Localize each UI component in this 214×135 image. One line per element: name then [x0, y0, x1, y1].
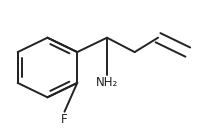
- Text: F: F: [61, 113, 68, 126]
- Text: NH₂: NH₂: [96, 76, 118, 89]
